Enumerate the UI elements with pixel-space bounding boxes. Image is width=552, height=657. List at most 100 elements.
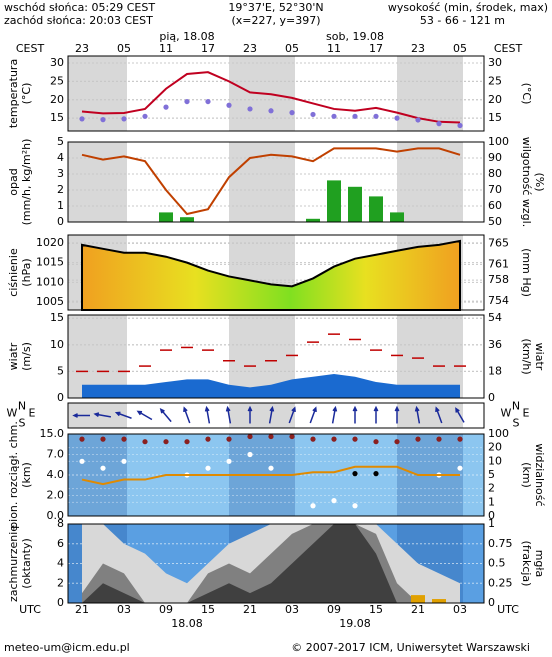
bottom-tick-label: 21 [75, 603, 89, 616]
y-tick-label: 1020 [36, 236, 64, 249]
y-tick-label: 0 [57, 391, 64, 404]
dot [352, 436, 358, 442]
y-axis-label: (hPa) [20, 258, 33, 286]
bottom-tick-label: 03 [285, 603, 299, 616]
y2-tick-label: 10 [488, 454, 502, 467]
y2-tick-label: 761 [488, 257, 509, 270]
bar [327, 180, 341, 222]
dot [268, 433, 274, 440]
y-tick-label: 0 [57, 596, 64, 609]
y-axis-label: (km) [20, 462, 33, 488]
line [81, 71, 461, 124]
bottom-tick-label: 21 [243, 603, 257, 616]
y2-axis-label: (°C) [520, 83, 533, 105]
dot [163, 439, 169, 445]
top-tick-label: 23 [243, 42, 257, 55]
dot [289, 433, 295, 440]
y-tick-label: 15 [50, 311, 64, 324]
y-axis-label: (m/s) [20, 342, 33, 371]
dot [289, 110, 295, 116]
dot [121, 436, 127, 442]
top-unit: CEST [16, 42, 45, 55]
dot [226, 436, 232, 442]
footer-copyright: © 2007-2017 ICM, Uniwersytet Warszawski [291, 641, 530, 654]
y2-tick-label: 100 [488, 427, 509, 440]
y2-axis-label: (%) [533, 172, 546, 191]
dot [310, 503, 316, 509]
wind-arrow [288, 406, 296, 424]
bar [348, 186, 362, 222]
dot [310, 111, 316, 118]
y2-tick-label: 15 [488, 111, 502, 124]
wind-arrow [414, 405, 421, 424]
area [81, 239, 461, 311]
dot [100, 465, 106, 471]
compass-label: E [29, 407, 36, 420]
wind-arrow [159, 408, 172, 423]
bar [159, 212, 173, 222]
dot [331, 113, 337, 119]
compass-label: W [501, 407, 512, 420]
top-unit: CEST [494, 42, 523, 55]
dot [205, 436, 211, 442]
night-band [68, 434, 127, 516]
bottom-tick-label: 15 [369, 603, 383, 616]
top-tick-label: 11 [159, 42, 173, 55]
sunset: zachód słońca: 20:03 CEST [4, 14, 153, 27]
dot [247, 106, 253, 112]
bar [390, 212, 404, 222]
y-tick-label: 7.0 [47, 448, 65, 461]
dot [331, 436, 337, 442]
top-tick-label: 17 [201, 42, 215, 55]
dot [457, 465, 463, 471]
y2-axis-label: wilgotność wzgl. [520, 137, 533, 227]
y2-tick-label: 100 [488, 135, 509, 148]
panel-frame [67, 55, 485, 132]
wind-arrow [72, 413, 90, 418]
panel: 1005 1010 1015 1020 754 758 761 765 ciśnienie (hP… [7, 234, 533, 311]
wind-arrow [394, 405, 400, 424]
y2-tick-label: 2 [488, 482, 495, 495]
dot [436, 121, 442, 127]
sunrise: wschód słońca: 05:29 CEST [4, 1, 155, 14]
line [81, 465, 460, 486]
y2-axis-label: (km) [520, 462, 533, 488]
wind-arrow [93, 412, 112, 418]
y2-tick-label: 20 [488, 93, 502, 106]
y-tick-label: 2.0 [47, 489, 65, 502]
y-tick-label: 15.0 [40, 427, 65, 440]
y-tick-label: 15 [50, 111, 64, 124]
dot [352, 113, 358, 119]
dot [373, 439, 379, 445]
bar [180, 217, 194, 222]
wind-arrow [435, 406, 443, 424]
night-band [397, 315, 463, 398]
dot [415, 436, 421, 442]
wind-arrow [204, 405, 211, 424]
compass-label: N [18, 400, 26, 413]
y-tick-label: 1010 [36, 275, 64, 288]
wind-arrow [183, 406, 191, 424]
y2-tick-label: 758 [488, 273, 509, 286]
y2-tick-label: 90 [488, 151, 502, 164]
dot [226, 458, 232, 464]
dot [373, 471, 379, 477]
y-axis-label: (mm/h, kg/m²h) [20, 139, 33, 226]
dot [205, 98, 211, 105]
dot [415, 117, 421, 123]
dot [394, 439, 400, 445]
bar [411, 595, 425, 603]
panel-frame [67, 523, 485, 604]
bottom-tick-label: 09 [159, 603, 173, 616]
top-tick-label: 23 [411, 42, 425, 55]
bottom-tick-label: 21 [411, 603, 425, 616]
dot [394, 115, 400, 121]
night-band [397, 142, 463, 222]
y2-tick-label: 754 [488, 294, 509, 307]
y-axis-label: (oktanty) [20, 538, 33, 589]
wind-arrow [114, 411, 132, 419]
panel-frame [67, 402, 485, 429]
y2-tick-label: 1 [488, 495, 495, 508]
